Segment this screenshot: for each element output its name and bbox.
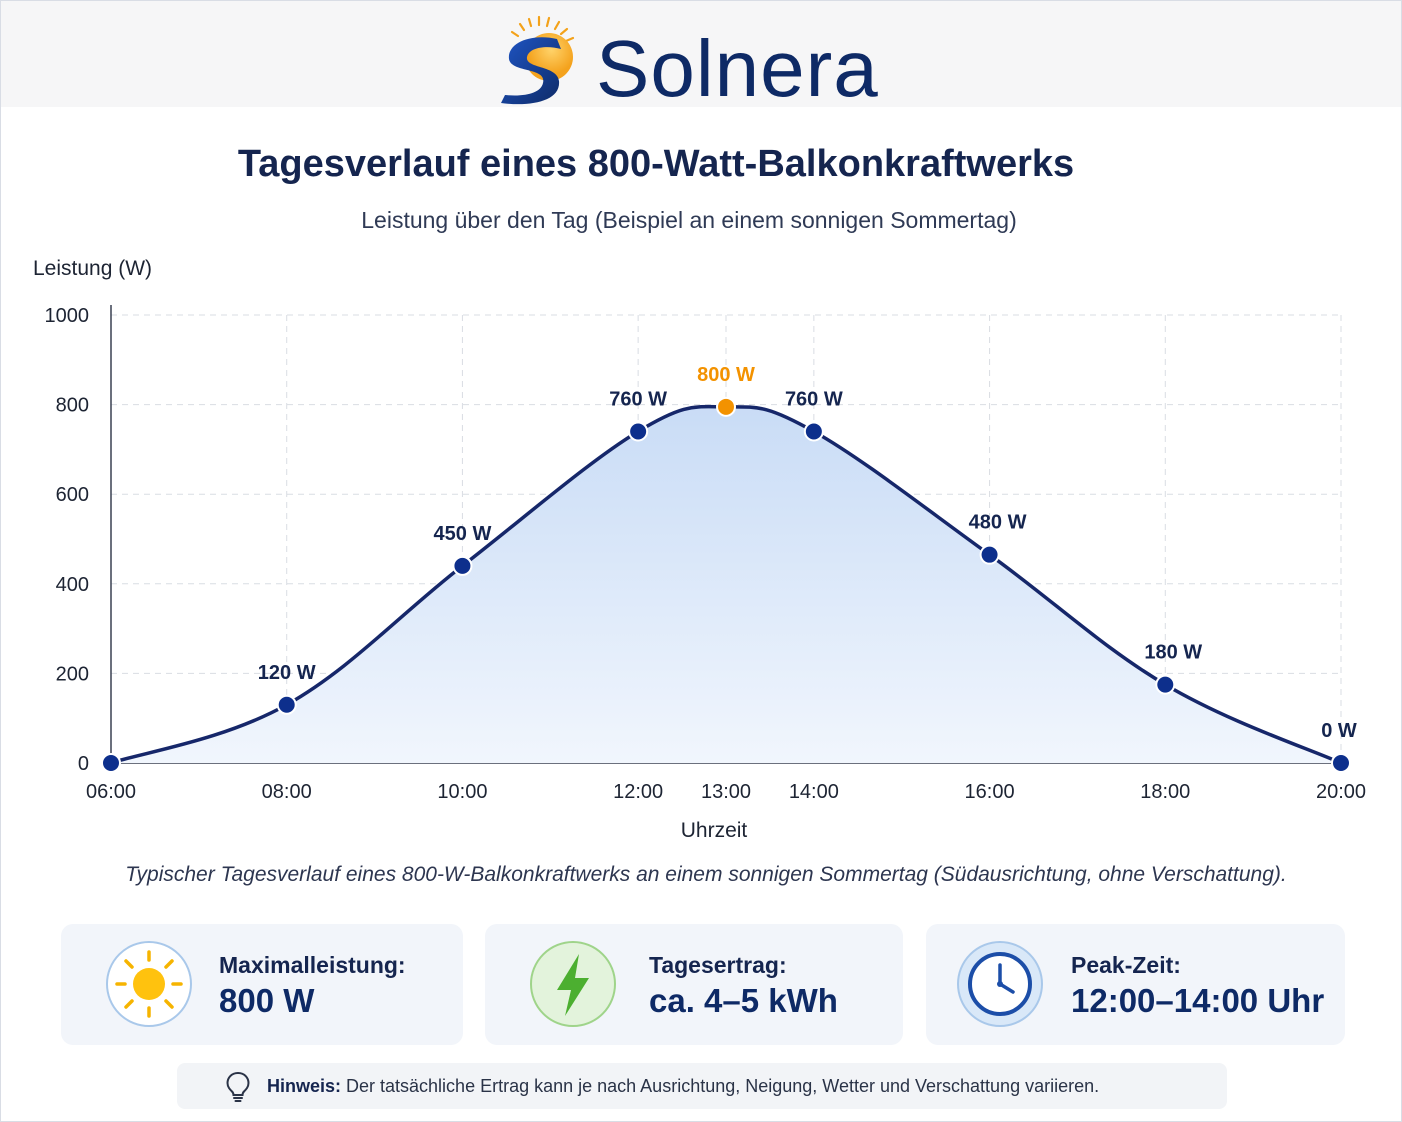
lightning-icon: [530, 941, 616, 1027]
hint-body: Der tatsächliche Ertrag kann je nach Aus…: [341, 1076, 1100, 1096]
data-label: 800 W: [697, 364, 755, 386]
chart-subtitle: Leistung über den Tag (Beispiel an einem…: [361, 207, 1017, 233]
sun-icon: [106, 941, 192, 1027]
card-label: Tagesertrag:: [649, 952, 787, 978]
power-curve-chart: 120 W 450 W 760 W 800 W 760 W 480 W 180 W 0 W 0…: [45, 305, 1367, 803]
x-tick-label: 18:00: [1140, 781, 1190, 803]
y-tick-label: 200: [56, 663, 89, 685]
data-point: [803, 421, 824, 442]
x-tick-label: 20:00: [1316, 781, 1366, 803]
card-value: 12:00–14:00 Uhr: [1071, 982, 1325, 1019]
data-label: 760 W: [785, 388, 843, 410]
x-tick-label: 06:00: [86, 781, 136, 803]
chart-title: Tagesverlauf eines 800-Watt-Balkonkraftw…: [237, 143, 1075, 185]
y-tick-label: 400: [56, 574, 89, 596]
lightbulb-icon: [226, 1071, 250, 1102]
data-label: 760 W: [609, 388, 667, 410]
brand-name: Solnera: [596, 24, 879, 113]
data-point: [1155, 674, 1176, 695]
max-power-card: Maximalleistung: 800 W: [61, 924, 463, 1045]
data-labels: 120 W 450 W 760 W 800 W 760 W 480 W 180 W 0 W: [258, 364, 1357, 742]
data-label: 0 W: [1321, 720, 1357, 742]
card-label: Peak-Zeit:: [1071, 952, 1181, 978]
chart-caption: Typischer Tagesverlauf eines 800-W-Balko…: [125, 863, 1287, 886]
data-point: [101, 753, 121, 773]
card-value: ca. 4–5 kWh: [649, 982, 838, 1019]
x-tick-label: 14:00: [789, 781, 839, 803]
data-point: [452, 555, 473, 576]
data-points: [101, 396, 1351, 773]
area-fill: [111, 406, 1341, 763]
peak-time-card: Peak-Zeit: 12:00–14:00 Uhr: [926, 924, 1345, 1045]
solnera-sun-s-logo-icon: [501, 15, 575, 105]
x-tick-label: 12:00: [613, 781, 663, 803]
data-point: [276, 694, 297, 715]
header: Solnera: [1, 1, 1401, 113]
card-value: 800 W: [219, 982, 315, 1019]
data-label: 120 W: [258, 662, 316, 684]
hint-box: Hinweis: Der tatsächliche Ertrag kann je…: [177, 1063, 1227, 1109]
x-tick-label: 16:00: [965, 781, 1015, 803]
y-axis-label: Leistung (W): [33, 257, 153, 280]
hint-label: Hinweis:: [267, 1076, 342, 1096]
area-path: [111, 406, 1341, 763]
x-tick-label: 08:00: [262, 781, 312, 803]
tick-labels: 0 200 400 600 800 1000 06:00 08:00 10:00 12:00 13:…: [45, 305, 1367, 803]
data-point: [979, 544, 1000, 565]
card-label: Maximalleistung:: [219, 952, 406, 978]
data-label: 450 W: [434, 523, 492, 545]
y-tick-label: 1000: [45, 305, 90, 327]
hint-text: Hinweis: Der tatsächliche Ertrag kann je…: [267, 1076, 1099, 1097]
daily-yield-card: Tagesertrag: ca. 4–5 kWh: [485, 924, 903, 1045]
peak-data-point: [716, 396, 736, 417]
x-axis-label: Uhrzeit: [680, 819, 748, 842]
data-point: [1331, 753, 1351, 773]
y-tick-label: 800: [56, 395, 89, 417]
y-tick-label: 0: [78, 753, 89, 775]
data-label: 480 W: [969, 512, 1027, 534]
data-label: 180 W: [1144, 642, 1202, 664]
x-tick-label: 10:00: [437, 781, 487, 803]
y-tick-label: 600: [56, 484, 89, 506]
clock-icon: [957, 941, 1043, 1027]
data-point: [628, 421, 649, 442]
x-tick-label: 13:00: [701, 781, 751, 803]
